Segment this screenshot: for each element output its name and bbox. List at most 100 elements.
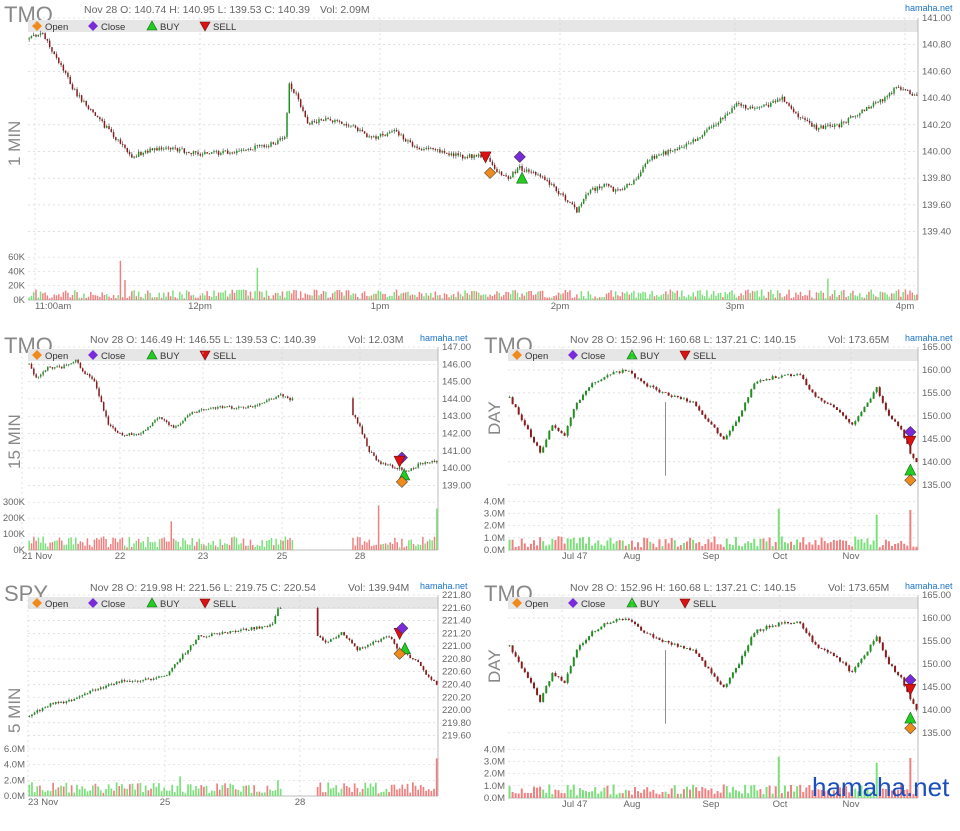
candle-body [86, 374, 89, 375]
volume-bar [682, 542, 685, 550]
volume-bar [594, 543, 597, 550]
candle-body [30, 36, 33, 39]
volume-bar [368, 539, 371, 550]
candle-body [302, 106, 304, 111]
candle-body [554, 672, 557, 677]
candle-body [598, 186, 601, 189]
volume-bar [498, 292, 500, 300]
volume-bar [615, 541, 618, 550]
candle-body [187, 650, 189, 654]
candle-body [420, 149, 423, 151]
candle-body [139, 680, 142, 682]
candle-body [175, 426, 177, 428]
candle-body [906, 90, 909, 91]
panel-site-link[interactable]: hamaha.net [905, 3, 953, 13]
candle-body [473, 155, 475, 159]
volume-tick-label: 0K [13, 545, 25, 556]
close-legend-label: Close [581, 351, 605, 362]
candle-body [719, 433, 722, 437]
buy-marker [516, 171, 529, 184]
candle-body [329, 119, 332, 121]
candle-body [630, 184, 633, 186]
volume-bar [39, 785, 41, 796]
candle-body [165, 420, 168, 423]
volume-bar [814, 540, 817, 550]
candle-body [112, 426, 114, 428]
buy-legend-label: BUY [160, 22, 180, 33]
candle-body [610, 185, 612, 187]
volume-bar [544, 297, 546, 300]
candle-body [872, 392, 875, 399]
candle-body [706, 129, 708, 132]
volume-bar [35, 289, 37, 300]
candle-body [621, 618, 624, 621]
panel-site-link[interactable]: hamaha.net [905, 581, 953, 591]
candle-body [433, 679, 435, 681]
volume-bar [894, 791, 897, 798]
volume-bar [313, 289, 316, 300]
candle-body [786, 374, 789, 376]
candle-body [140, 433, 142, 435]
candle-body [250, 627, 253, 630]
candle-body [520, 414, 523, 421]
volume-bar [573, 297, 576, 300]
volume-bar [231, 289, 233, 300]
open-legend-label: Open [525, 599, 548, 610]
panel-site-link[interactable]: hamaha.net [905, 333, 953, 343]
candle-body [309, 123, 311, 125]
candle-body [169, 147, 172, 150]
candle-body [363, 131, 366, 134]
candle-body [554, 425, 557, 428]
volume-bar [336, 290, 338, 300]
time-tick-label: 23 Nov [28, 797, 58, 808]
candle-body [750, 389, 753, 398]
volume-bar [448, 297, 450, 300]
volume-bar [327, 782, 330, 796]
volume-tick-label: 0.0M [484, 545, 505, 556]
volume-bar [289, 537, 291, 550]
candle-body [557, 427, 560, 431]
volume-bar [377, 505, 380, 550]
candle-body [888, 92, 891, 97]
candle-body [185, 152, 188, 153]
volume-bar [217, 292, 220, 300]
candle-body [80, 95, 83, 102]
panel-site-link[interactable]: hamaha.net [420, 581, 468, 591]
volume-bar [177, 541, 180, 550]
candle-body [319, 636, 322, 638]
volume-bar [277, 544, 280, 550]
panel-site-link[interactable]: hamaha.net [420, 333, 468, 343]
volume-bar [142, 298, 144, 300]
candle-body [771, 625, 774, 628]
volume-bar [231, 537, 233, 550]
candle-body [176, 148, 179, 152]
candle-body [124, 144, 126, 148]
candle-body [915, 703, 918, 710]
volume-bar [121, 784, 123, 796]
volume-bar [643, 789, 646, 798]
volume-bar [37, 297, 40, 300]
candle-body [86, 693, 89, 695]
volume-bar [795, 292, 797, 300]
buy-legend-label: BUY [640, 599, 660, 610]
candle-body [311, 121, 313, 125]
volume-bar [820, 290, 822, 300]
volume-bar [374, 782, 377, 796]
sell-legend-label: SELL [693, 351, 716, 362]
volume-bar [780, 793, 783, 798]
candle-body [664, 391, 667, 393]
volume-bar [555, 295, 558, 300]
candle-body [823, 648, 826, 650]
candle-body [774, 376, 777, 379]
candle-body [759, 380, 762, 382]
candle-body [330, 639, 332, 642]
candle-body [763, 104, 765, 107]
volume-bar [851, 546, 854, 550]
volume-bar [179, 776, 181, 796]
candle-body [361, 647, 364, 649]
candle-body [226, 150, 229, 154]
volume-bar [252, 544, 254, 550]
volume-bar [836, 296, 838, 300]
candle-body [728, 430, 731, 436]
volume-bar [167, 292, 170, 300]
